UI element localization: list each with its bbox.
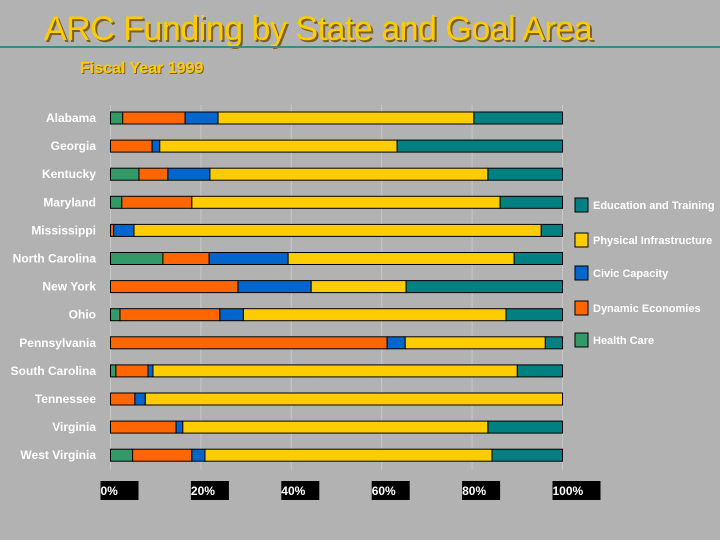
legend-label: Health Care <box>593 335 654 347</box>
bar-segment-health-care <box>110 364 117 378</box>
legend-swatch <box>574 332 589 348</box>
tick-label-box <box>190 481 229 500</box>
bar-segment-physical-infrastructure <box>242 308 507 322</box>
x-tick-label: 60% <box>372 484 396 498</box>
category-label: Tennessee <box>35 392 96 406</box>
x-tick-label: 40% <box>281 484 305 498</box>
legend-label: Education and Training <box>593 200 715 212</box>
category-label: Georgia <box>51 139 97 153</box>
bar-segment-physical-infrastructure <box>209 167 489 181</box>
bar-segment-dynamic-economies <box>132 448 193 462</box>
bar-segment-civic-capacity <box>175 420 184 434</box>
bar-segment-physical-infrastructure <box>191 195 501 209</box>
bar-segment-civic-capacity <box>219 308 244 322</box>
legend-label: Civic Capacity <box>593 268 669 280</box>
bar-segment-dynamic-economies <box>121 195 193 209</box>
legend-swatch <box>574 197 589 213</box>
legend-label: Dynamic Economies <box>593 303 701 315</box>
bar-segment-physical-infrastructure <box>287 252 515 265</box>
bar-segment-education-and-training <box>513 252 563 265</box>
bar-segment-health-care <box>110 448 134 462</box>
bar-segment-civic-capacity <box>147 364 154 378</box>
bar-segment-dynamic-economies <box>110 392 136 406</box>
x-tick-label: 0% <box>101 484 119 498</box>
bar-segment-education-and-training <box>505 308 563 322</box>
bar-segment-physical-infrastructure <box>404 336 546 350</box>
tick-label-box <box>100 481 139 500</box>
bar-segment-education-and-training <box>499 195 563 209</box>
category-label: Ohio <box>69 308 96 322</box>
bar-segment-dynamic-economies <box>110 336 388 350</box>
chart-subtitle: Fiscal Year 1999 <box>80 60 204 77</box>
category-label: New York <box>42 280 96 294</box>
bar-segment-physical-infrastructure <box>310 280 407 294</box>
bar-segment-civic-capacity <box>113 223 135 237</box>
bar-segment-dynamic-economies <box>138 167 169 181</box>
title-divider <box>0 46 720 48</box>
bar-segment-civic-capacity <box>386 336 406 350</box>
bar-segment-physical-infrastructure <box>144 392 564 406</box>
bar-segment-physical-infrastructure <box>204 448 493 462</box>
category-label: South Carolina <box>11 364 97 378</box>
bar-segment-health-care <box>110 308 121 322</box>
tick-label-box <box>552 481 601 500</box>
bar-segment-education-and-training <box>405 280 563 294</box>
bar-segment-dynamic-economies <box>110 420 177 434</box>
bar-segment-physical-infrastructure <box>133 223 542 237</box>
legend-swatch <box>574 300 589 316</box>
bar-segment-civic-capacity <box>208 252 289 265</box>
x-tick-label: 20% <box>191 484 215 498</box>
bar-segment-education-and-training <box>487 420 564 434</box>
legend-swatch <box>574 232 589 248</box>
bar-segment-education-and-training <box>396 139 563 153</box>
bar-segment-civic-capacity <box>151 139 161 153</box>
bar-segment-dynamic-economies <box>110 139 153 153</box>
bar-segment-education-and-training <box>491 448 564 462</box>
tick-label-box <box>281 481 320 500</box>
x-tick-label: 80% <box>462 484 486 498</box>
bar-segment-health-care <box>110 195 123 209</box>
bar-segment-civic-capacity <box>167 167 211 181</box>
chart-title: ARC Funding by State and Goal Area <box>44 10 593 48</box>
tick-label-box <box>371 481 410 500</box>
bar-segment-dynamic-economies <box>122 111 186 125</box>
category-label: Virginia <box>52 420 96 434</box>
bar-segment-health-care <box>110 111 124 125</box>
legend-swatch <box>574 265 589 281</box>
category-label: Pennsylvania <box>19 336 96 350</box>
bar-segment-civic-capacity <box>237 280 312 294</box>
bar-segment-health-care <box>110 167 140 181</box>
bar-segment-dynamic-economies <box>110 280 239 294</box>
bar-segment-health-care <box>110 252 164 265</box>
legend-label: Physical Infrastructure <box>593 235 712 247</box>
bar-segment-physical-infrastructure <box>152 364 518 378</box>
category-label: North Carolina <box>13 252 97 266</box>
tick-label-box <box>462 481 501 500</box>
bar-segment-dynamic-economies <box>115 364 149 378</box>
bar-segment-physical-infrastructure <box>182 420 489 434</box>
bar-segment-dynamic-economies <box>162 252 210 265</box>
x-tick-label: 100% <box>553 484 584 498</box>
bar-segment-education-and-training <box>473 111 563 125</box>
bar-segment-physical-infrastructure <box>217 111 475 125</box>
bar-segment-education-and-training <box>516 364 563 378</box>
bar-segment-education-and-training <box>544 336 563 350</box>
bar-segment-civic-capacity <box>191 448 206 462</box>
bar-segment-education-and-training <box>487 167 564 181</box>
category-label: Alabama <box>46 111 96 125</box>
category-label: West Virginia <box>20 448 96 462</box>
bar-segment-education-and-training <box>540 223 563 237</box>
category-label: Maryland <box>43 195 96 209</box>
bar-segment-civic-capacity <box>184 111 219 125</box>
bar-segment-civic-capacity <box>134 392 146 406</box>
bar-segment-dynamic-economies <box>119 308 221 322</box>
category-label: Mississippi <box>31 223 96 237</box>
bar-segment-physical-infrastructure <box>159 139 398 153</box>
category-label: Kentucky <box>42 167 96 181</box>
